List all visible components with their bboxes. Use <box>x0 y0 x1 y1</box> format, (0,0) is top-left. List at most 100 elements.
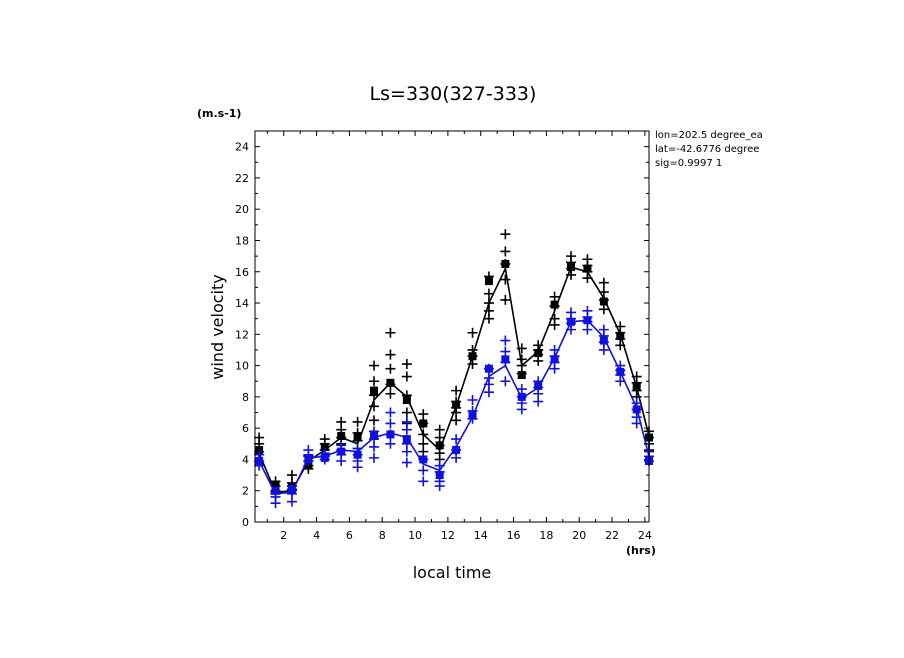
square-point <box>452 446 461 455</box>
cross-point <box>500 294 511 305</box>
cross-point <box>369 441 380 452</box>
cross-point <box>500 229 511 240</box>
square-point <box>550 355 559 364</box>
cross-point <box>549 291 560 302</box>
square-point <box>599 297 608 306</box>
square-point <box>632 405 641 414</box>
plot-frame <box>254 130 650 523</box>
square-point <box>534 349 543 358</box>
square-point <box>402 435 411 444</box>
square-point <box>435 471 444 480</box>
cross-point <box>434 481 445 492</box>
cross-point <box>500 376 511 387</box>
square-point <box>550 300 559 309</box>
y-axis-label: wind velocity <box>208 274 227 379</box>
cross-point <box>598 304 609 315</box>
y-tick-label: 12 <box>235 328 249 341</box>
y-tick-label: 6 <box>242 422 249 435</box>
square-point <box>337 431 346 440</box>
square-point <box>435 441 444 450</box>
square-point <box>337 447 346 456</box>
square-point <box>370 431 379 440</box>
cross-point <box>533 396 544 407</box>
x-tick-label: 6 <box>346 529 353 542</box>
x-tick-label: 20 <box>572 529 586 542</box>
y-tick-label: 0 <box>242 516 249 529</box>
square-point <box>419 455 428 464</box>
square-point <box>517 370 526 379</box>
cross-point <box>451 434 462 445</box>
y-tick-label: 2 <box>242 485 249 498</box>
cross-point <box>369 415 380 426</box>
cross-point <box>369 401 380 412</box>
square-point <box>567 317 576 326</box>
cross-point <box>500 246 511 257</box>
cross-point <box>483 288 494 299</box>
square-point <box>386 378 395 387</box>
cross-point <box>500 346 511 357</box>
cross-point <box>385 349 396 360</box>
cross-point <box>401 446 412 457</box>
y-tick-label: 10 <box>235 360 249 373</box>
x-tick-label: 4 <box>313 529 320 542</box>
cross-point <box>582 324 593 335</box>
square-point <box>616 367 625 376</box>
y-tick-label: 14 <box>235 297 249 310</box>
square-point <box>501 355 510 364</box>
cross-point <box>401 424 412 435</box>
square-point <box>320 453 329 462</box>
y-tick-label: 4 <box>242 453 249 466</box>
cross-point <box>418 476 429 487</box>
cross-point <box>598 277 609 288</box>
square-point <box>271 482 280 491</box>
square-point <box>501 259 510 268</box>
square-point <box>583 316 592 325</box>
square-point <box>287 485 296 494</box>
cross-point <box>401 407 412 418</box>
annotation-lon: lon=202.5 degree_ea <box>655 130 763 141</box>
square-point <box>468 352 477 361</box>
x-tick-label: 12 <box>441 529 455 542</box>
cross-point <box>385 327 396 338</box>
x-tick-label: 24 <box>638 529 652 542</box>
cross-point <box>451 415 462 426</box>
cross-point <box>401 371 412 382</box>
x-axis-label: local time <box>413 563 492 582</box>
x-tick-label: 16 <box>507 529 521 542</box>
cross-point <box>500 274 511 285</box>
square-point <box>484 277 493 286</box>
cross-point <box>598 344 609 355</box>
square-point <box>271 486 280 495</box>
cross-point <box>549 363 560 374</box>
annotation-sig: sig=0.9997 1 <box>655 158 722 169</box>
cross-point <box>533 355 544 366</box>
square-point <box>534 381 543 390</box>
cross-point <box>451 452 462 463</box>
square-point <box>468 411 477 420</box>
chart-title: Ls=330(327-333) <box>370 83 537 105</box>
square-point <box>353 431 362 440</box>
square-point <box>517 392 526 401</box>
cross-point <box>369 360 380 371</box>
y-tick-label: 18 <box>235 234 249 247</box>
cross-point <box>270 498 281 509</box>
square-point <box>386 430 395 439</box>
cross-point <box>418 465 429 476</box>
y-tick-label: 24 <box>235 141 249 154</box>
square-point <box>567 263 576 272</box>
square-point <box>616 331 625 340</box>
square-point <box>353 450 362 459</box>
cross-point <box>483 313 494 324</box>
cross-point <box>385 418 396 429</box>
y-tick-label: 22 <box>235 172 249 185</box>
x-tick-label: 18 <box>539 529 553 542</box>
cross-point <box>369 452 380 463</box>
square-point <box>452 400 461 409</box>
cross-point <box>352 416 363 427</box>
square-point <box>599 336 608 345</box>
cross-point <box>385 438 396 449</box>
square-point <box>255 457 264 466</box>
cross-point <box>286 496 297 507</box>
cross-point <box>500 335 511 346</box>
